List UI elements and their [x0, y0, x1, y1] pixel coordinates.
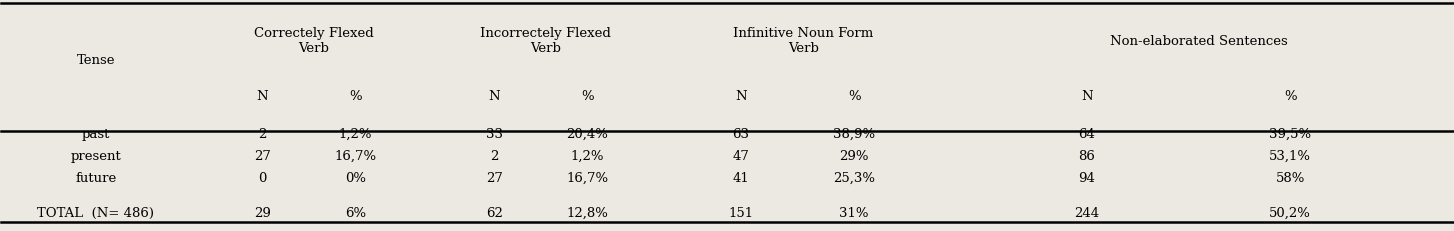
Text: 41: 41 [733, 171, 749, 185]
Text: Incorrectely Flexed
Verb: Incorrectely Flexed Verb [480, 27, 611, 55]
Text: N: N [256, 90, 268, 103]
Text: %: % [848, 90, 861, 103]
Text: Correctely Flexed
Verb: Correctely Flexed Verb [253, 27, 374, 55]
Text: N: N [489, 90, 500, 103]
Text: 58%: 58% [1275, 171, 1304, 185]
Text: N: N [1082, 90, 1093, 103]
Text: 29%: 29% [839, 150, 869, 163]
Text: 2: 2 [490, 150, 499, 163]
Text: 50,2%: 50,2% [1269, 207, 1312, 220]
Text: 16,7%: 16,7% [334, 150, 377, 163]
Text: 53,1%: 53,1% [1269, 150, 1312, 163]
Text: present: present [70, 150, 121, 163]
Text: 33: 33 [486, 128, 503, 141]
Text: 47: 47 [733, 150, 749, 163]
Text: %: % [349, 90, 362, 103]
Text: 6%: 6% [345, 207, 366, 220]
Text: 1,2%: 1,2% [570, 150, 605, 163]
Text: 63: 63 [733, 128, 749, 141]
Text: TOTAL  (N= 486): TOTAL (N= 486) [38, 207, 154, 220]
Text: 0%: 0% [345, 171, 366, 185]
Text: Infinitive Noun Form
Verb: Infinitive Noun Form Verb [733, 27, 874, 55]
Text: 64: 64 [1079, 128, 1095, 141]
Text: 16,7%: 16,7% [566, 171, 608, 185]
Text: N: N [736, 90, 747, 103]
Text: 62: 62 [486, 207, 503, 220]
Text: 20,4%: 20,4% [567, 128, 608, 141]
Text: 2: 2 [259, 128, 266, 141]
Text: 39,5%: 39,5% [1269, 128, 1312, 141]
Text: 27: 27 [486, 171, 503, 185]
Text: %: % [1284, 90, 1297, 103]
Text: 27: 27 [254, 150, 270, 163]
Text: Non-elaborated Sentences: Non-elaborated Sentences [1109, 35, 1288, 48]
Text: 29: 29 [254, 207, 270, 220]
Text: %: % [582, 90, 593, 103]
Text: 94: 94 [1079, 171, 1095, 185]
Text: 244: 244 [1075, 207, 1099, 220]
Text: 0: 0 [259, 171, 266, 185]
Text: future: future [76, 171, 116, 185]
Text: 86: 86 [1079, 150, 1095, 163]
Text: 12,8%: 12,8% [567, 207, 608, 220]
Text: Tense: Tense [77, 55, 115, 67]
Text: 151: 151 [728, 207, 753, 220]
Text: 25,3%: 25,3% [833, 171, 875, 185]
Text: 31%: 31% [839, 207, 869, 220]
Text: 38,9%: 38,9% [833, 128, 875, 141]
Text: past: past [81, 128, 111, 141]
Text: 1,2%: 1,2% [339, 128, 372, 141]
